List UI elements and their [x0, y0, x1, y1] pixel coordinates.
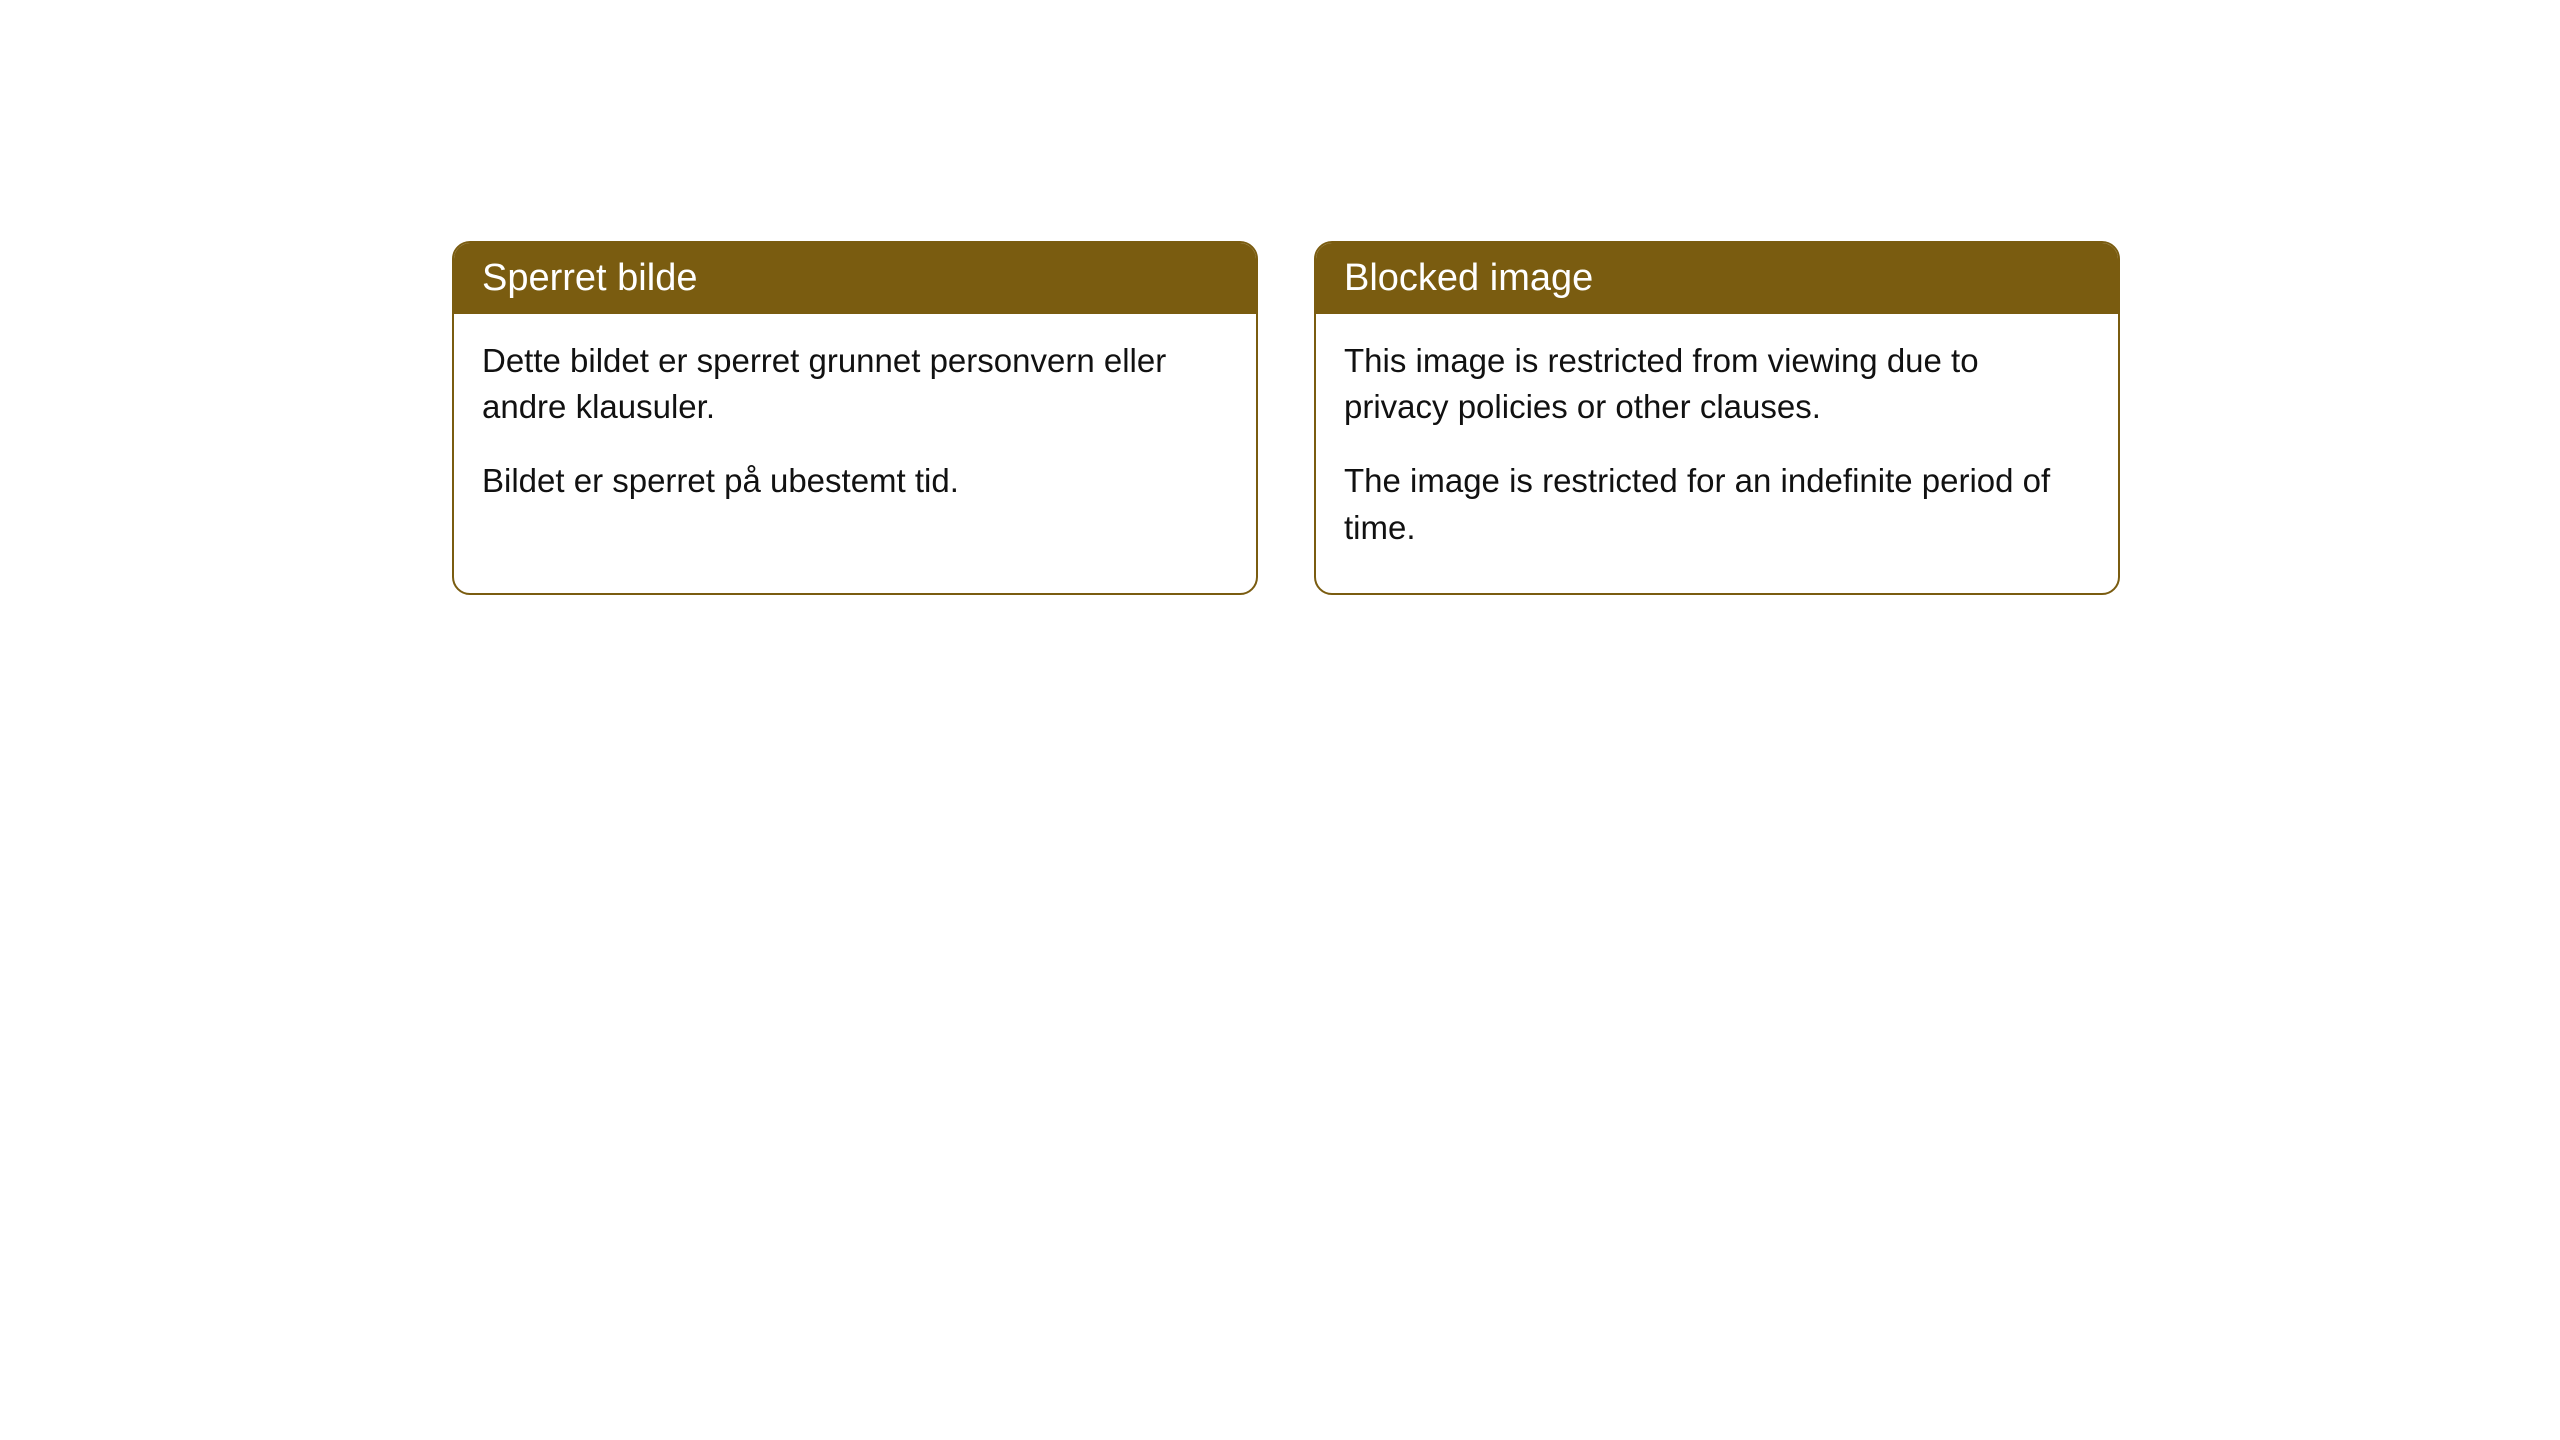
card-header: Blocked image: [1316, 243, 2118, 314]
card-title: Blocked image: [1344, 257, 1593, 299]
card-body: This image is restricted from viewing du…: [1316, 314, 2118, 593]
card-paragraph-2: The image is restricted for an indefinit…: [1344, 458, 2090, 550]
card-paragraph-1: Dette bildet er sperret grunnet personve…: [482, 338, 1228, 430]
message-cards-container: Sperret bilde Dette bildet er sperret gr…: [452, 241, 2120, 595]
card-paragraph-1: This image is restricted from viewing du…: [1344, 338, 2090, 430]
card-title: Sperret bilde: [482, 257, 697, 299]
blocked-image-card-english: Blocked image This image is restricted f…: [1314, 241, 2120, 595]
card-paragraph-2: Bildet er sperret på ubestemt tid.: [482, 458, 1228, 504]
card-body: Dette bildet er sperret grunnet personve…: [454, 314, 1256, 547]
card-header: Sperret bilde: [454, 243, 1256, 314]
blocked-image-card-norwegian: Sperret bilde Dette bildet er sperret gr…: [452, 241, 1258, 595]
